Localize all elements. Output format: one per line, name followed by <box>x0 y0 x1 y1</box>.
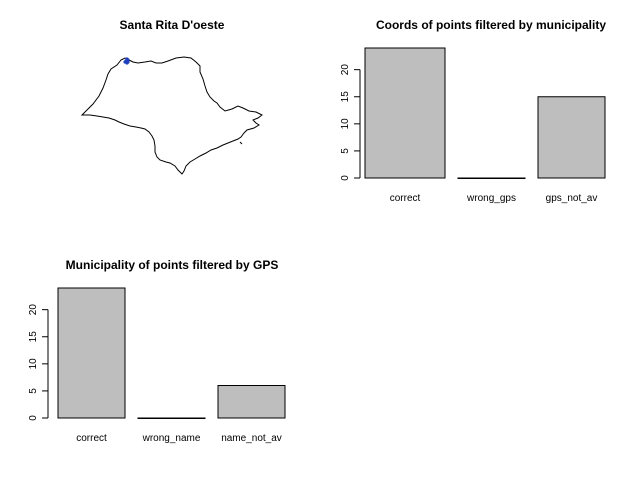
map-panel: Santa Rita D'oeste <box>80 18 263 175</box>
map-title: Santa Rita D'oeste <box>120 18 225 32</box>
bar-wrong_name <box>137 417 206 419</box>
y-tick-label: 10 <box>28 358 39 370</box>
y-tick-label: 10 <box>340 118 351 130</box>
bar-chart-municipality: Coords of points filtered by municipalit… <box>340 18 606 204</box>
y-tick-label: 15 <box>340 91 351 103</box>
map-point <box>125 61 129 65</box>
bar-chart-gps: Municipality of points filtered by GPS 0… <box>28 258 286 444</box>
x-category-label: wrong_name <box>142 433 201 444</box>
y-tick-label: 15 <box>28 331 39 343</box>
x-category-label: gps_not_av <box>546 193 598 204</box>
filtered-points <box>123 57 130 65</box>
y-tick-label: 5 <box>28 388 39 394</box>
y-tick-label: 20 <box>340 64 351 76</box>
bar-correct <box>57 287 126 419</box>
state-outline <box>80 56 263 175</box>
y-tick-label: 5 <box>340 148 351 154</box>
bar-wrong_gps <box>457 177 526 179</box>
x-category-label: correct <box>390 193 421 204</box>
y-tick-label: 0 <box>28 415 39 421</box>
y-tick-label: 0 <box>340 175 351 181</box>
island-outline <box>239 141 243 145</box>
chart-title: Coords of points filtered by municipalit… <box>376 18 606 32</box>
y-tick-label: 20 <box>28 304 39 316</box>
x-category-label: name_not_av <box>221 433 282 444</box>
bar-name_not_av <box>217 385 286 419</box>
bar-correct <box>364 47 446 179</box>
bar-gps_not_av <box>537 96 606 179</box>
chart-title: Municipality of points filtered by GPS <box>66 258 279 272</box>
x-category-label: wrong_gps <box>466 193 516 204</box>
x-category-label: correct <box>76 433 107 444</box>
